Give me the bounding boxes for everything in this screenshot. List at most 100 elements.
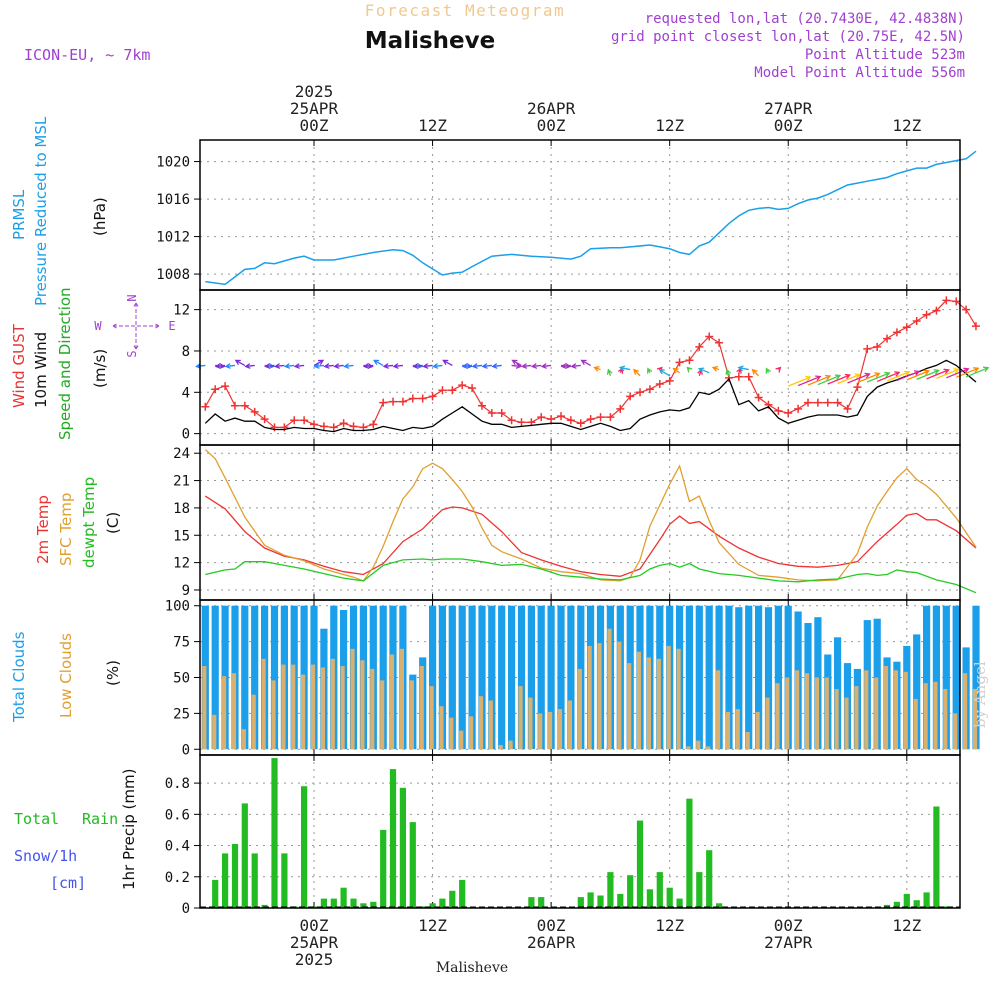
total-cloud-bar bbox=[498, 605, 506, 750]
gust-marker bbox=[774, 406, 783, 415]
gust-marker bbox=[339, 419, 348, 428]
gust-marker bbox=[754, 393, 763, 402]
forecast-label: Forecast Meteogram bbox=[365, 1, 565, 20]
gust-marker bbox=[912, 317, 921, 325]
wind-arrow bbox=[926, 368, 950, 380]
series-prmsl bbox=[205, 150, 977, 286]
gust-marker bbox=[636, 388, 645, 397]
compass-w: W bbox=[94, 319, 102, 333]
temperature-labels: 2m Temp SFC Temp dewpt Temp (C) bbox=[34, 477, 122, 568]
total-cloud-bar bbox=[952, 605, 960, 750]
gust-marker bbox=[576, 419, 585, 428]
wind-arrow bbox=[362, 363, 374, 369]
gust-marker bbox=[428, 392, 437, 401]
rain-bar bbox=[933, 806, 940, 908]
gust-marker bbox=[537, 413, 546, 422]
low-cloud-bar bbox=[755, 711, 760, 750]
low-cloud-bar bbox=[508, 740, 513, 750]
label-prmsl: PRMSL bbox=[10, 189, 28, 240]
bottom-tick-label: 27APR bbox=[764, 933, 813, 952]
wind-arrow bbox=[471, 363, 483, 369]
wind-arrow bbox=[481, 363, 492, 369]
low-cloud-bar bbox=[271, 680, 276, 750]
total-cloud-bar bbox=[438, 605, 446, 750]
total-cloud-bar bbox=[685, 605, 693, 750]
low-cloud-bar bbox=[706, 746, 711, 750]
rain-bar bbox=[943, 906, 950, 908]
wind-arrow bbox=[323, 363, 334, 369]
low-cloud-bar bbox=[864, 670, 869, 750]
gust-marker bbox=[290, 416, 299, 425]
total-cloud-bar bbox=[478, 605, 486, 750]
wind-direction-arrows bbox=[194, 359, 990, 387]
gust-marker bbox=[932, 306, 941, 315]
y-tick-label: 100 bbox=[165, 599, 190, 615]
total-cloud-bar bbox=[735, 607, 743, 750]
gust-marker bbox=[655, 380, 664, 389]
rain-bar bbox=[716, 903, 723, 908]
gust-marker bbox=[922, 310, 931, 319]
low-cloud-bar bbox=[409, 680, 414, 750]
wind-arrow bbox=[412, 363, 423, 369]
label-wind-gust: Wind GUST bbox=[10, 323, 28, 408]
low-cloud-bar bbox=[488, 700, 493, 750]
low-cloud-bar bbox=[567, 700, 572, 750]
y-tick-label: 25 bbox=[173, 706, 190, 722]
wind-arrow bbox=[876, 371, 901, 383]
wind-arrow bbox=[906, 369, 931, 381]
y-tick-label: 0.6 bbox=[165, 807, 190, 823]
low-cloud-bar bbox=[745, 732, 750, 750]
low-cloud-bar bbox=[360, 660, 365, 750]
gust-marker bbox=[250, 407, 259, 416]
total-cloud-bar bbox=[517, 605, 526, 750]
gust-marker bbox=[616, 404, 625, 413]
gust-marker bbox=[408, 394, 417, 403]
wind-arrow bbox=[511, 363, 522, 369]
top-tick-label: 12Z bbox=[655, 116, 684, 135]
wind-arrow bbox=[807, 374, 832, 386]
gust-marker bbox=[448, 386, 457, 395]
low-cloud-bar bbox=[963, 673, 968, 750]
label-dewpt-temp: dewpt Temp bbox=[80, 477, 98, 568]
gust-marker bbox=[892, 328, 901, 337]
rain-bar bbox=[706, 850, 713, 908]
low-cloud-bar bbox=[814, 677, 819, 750]
low-cloud-bar bbox=[370, 668, 375, 750]
low-cloud-bar bbox=[834, 689, 839, 750]
y-tick-label: 21 bbox=[173, 474, 190, 490]
total-cloud-bar bbox=[241, 605, 249, 750]
label-10m-wind: 10m Wind bbox=[32, 332, 50, 408]
rain-bar bbox=[350, 898, 357, 908]
gust-marker bbox=[695, 342, 704, 351]
y-tick-label: 1016 bbox=[156, 192, 190, 208]
wind-arrow bbox=[737, 365, 749, 372]
requested-coords: requested lon,lat (20.7430E, 42.4838N) bbox=[645, 11, 965, 27]
gust-marker bbox=[398, 397, 407, 406]
rain-bar bbox=[429, 903, 436, 908]
low-cloud-bar bbox=[676, 648, 681, 750]
low-cloud-bar bbox=[261, 658, 266, 750]
gust-marker bbox=[211, 385, 220, 394]
label-speed-direction: Speed and Direction bbox=[56, 287, 74, 440]
rain-bar bbox=[301, 786, 308, 908]
compass-arrows bbox=[112, 302, 160, 350]
rain-bar bbox=[409, 822, 416, 908]
wind-labels: Wind GUST 10m Wind Speed and Direction (m/s… bbox=[10, 287, 109, 440]
panel-pressure: 1008 1012 1016 1020 PRMSL Pressure Reduced to… bbox=[10, 116, 977, 306]
gust-marker bbox=[606, 413, 615, 422]
low-cloud-bar bbox=[518, 686, 523, 750]
top-tick-label: 25APR bbox=[290, 99, 339, 118]
gust-marker bbox=[477, 401, 486, 410]
precip-labels: Total Rain Snow/1h [cm] 1hr Precip (mm) bbox=[14, 769, 138, 892]
wind-arrow bbox=[372, 359, 384, 367]
rain-bar bbox=[883, 904, 891, 908]
wind-arrow bbox=[647, 367, 653, 374]
gust-marker bbox=[626, 392, 635, 401]
wind-arrow bbox=[886, 370, 911, 382]
wind-arrow bbox=[283, 363, 295, 369]
gust-marker bbox=[468, 384, 477, 393]
gust-marker bbox=[240, 401, 249, 410]
low-cloud-bar bbox=[548, 711, 553, 750]
